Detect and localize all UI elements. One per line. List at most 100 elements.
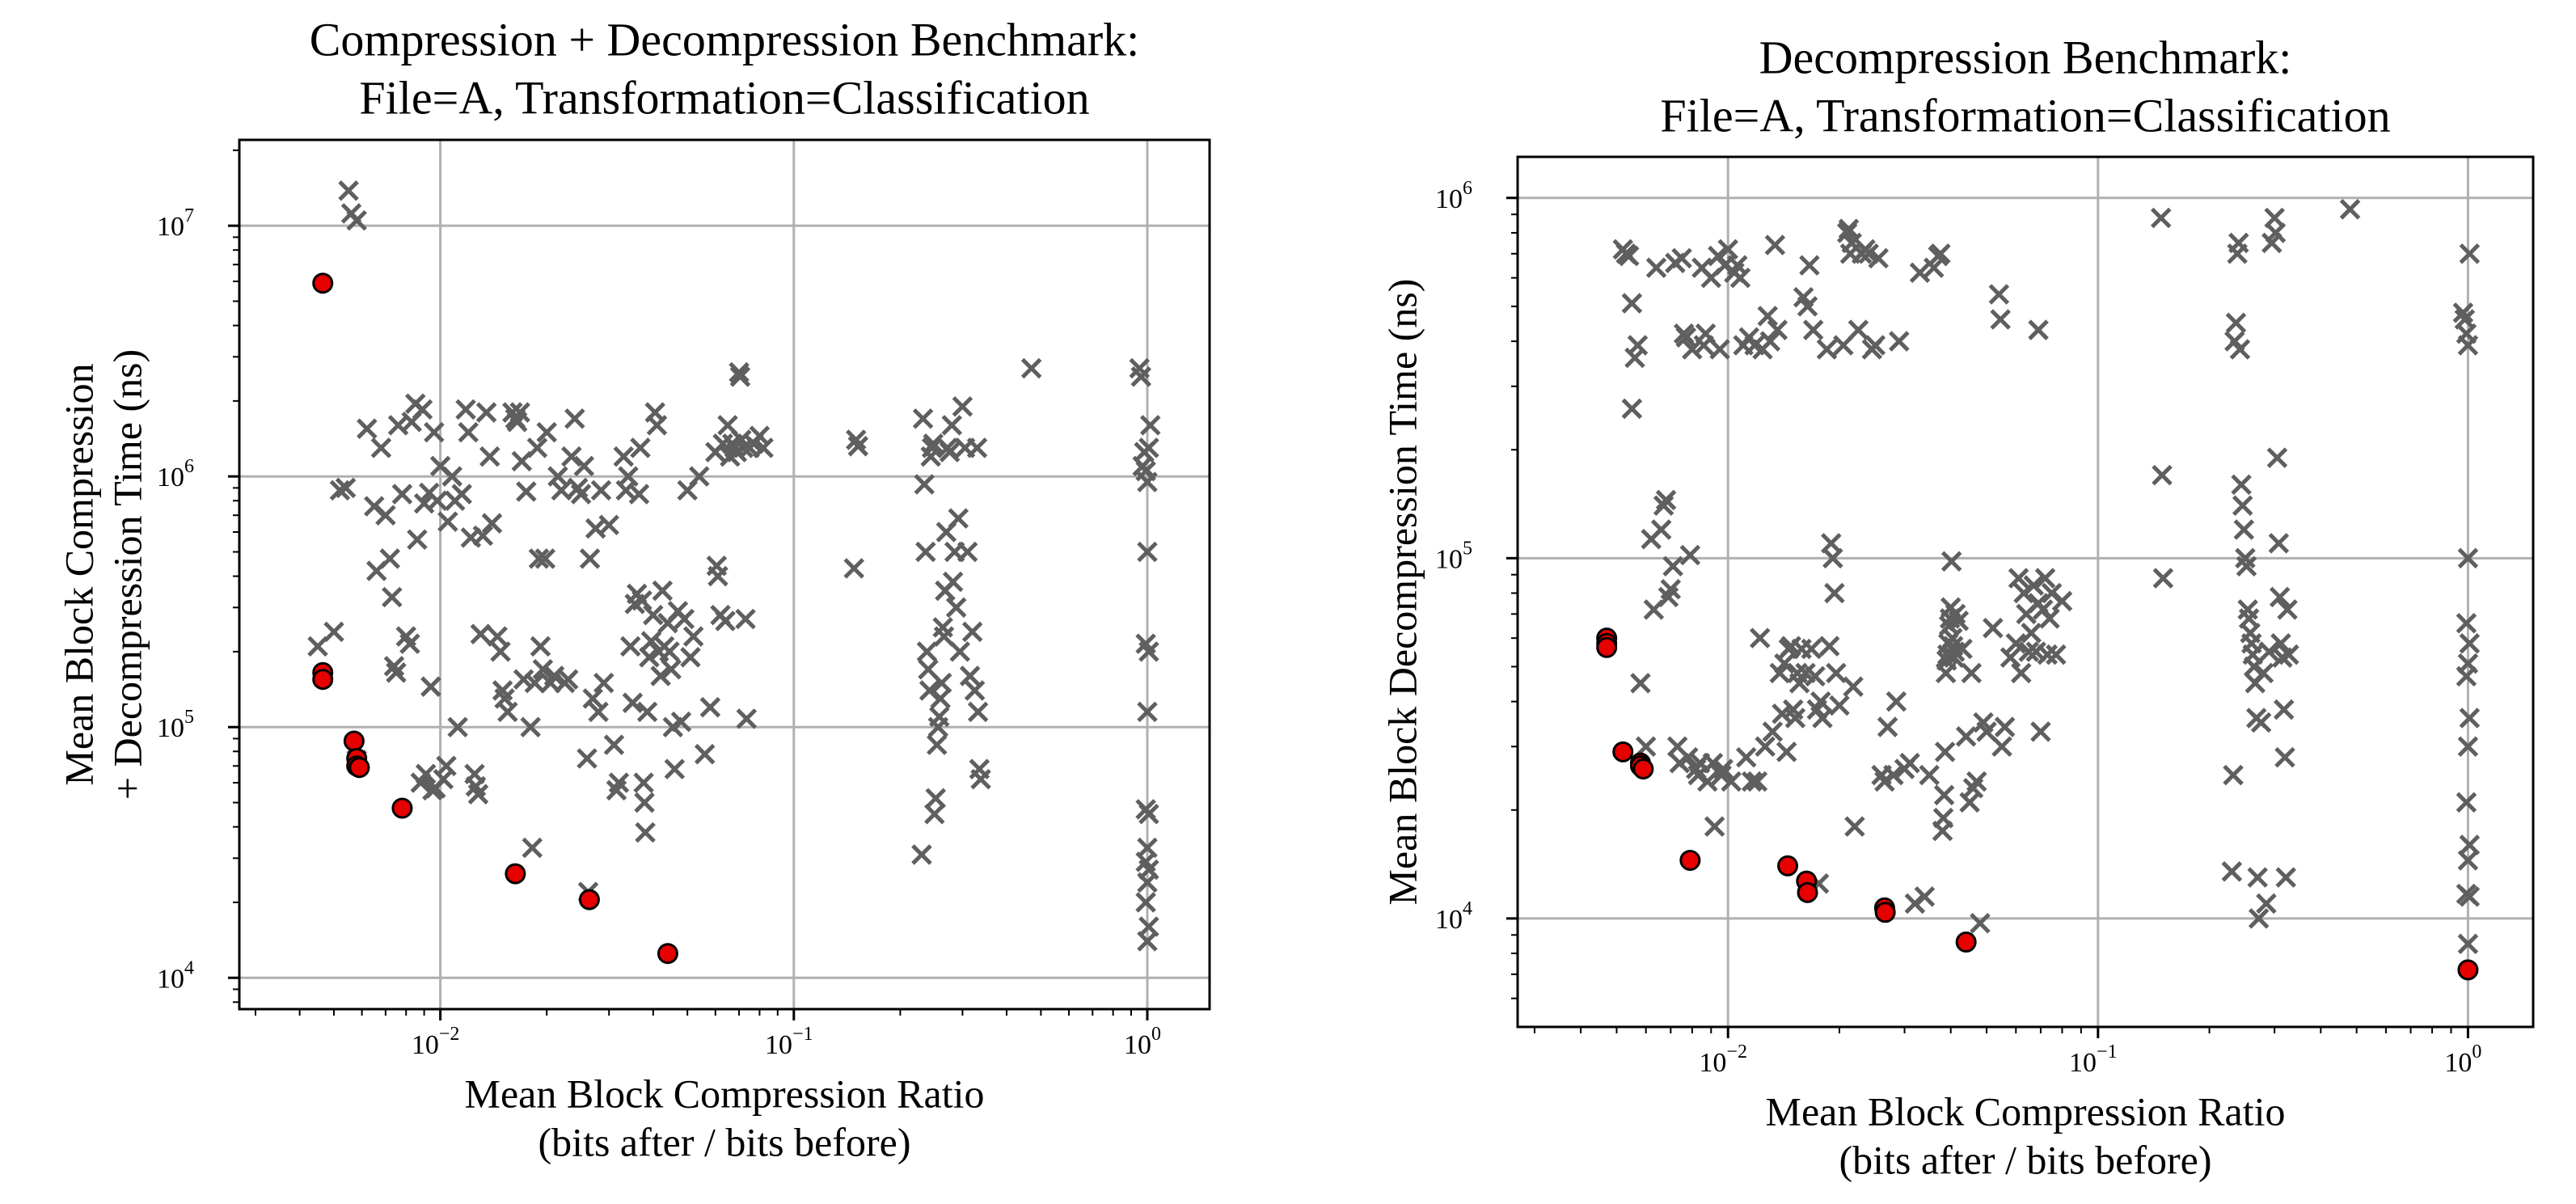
x-marker-point <box>2030 721 2051 742</box>
x-marker-point <box>2250 712 2272 733</box>
x-marker-point <box>1802 319 1824 340</box>
x-marker-point <box>2256 893 2277 915</box>
pareto-series <box>1596 627 2479 981</box>
x-marker-point <box>1909 262 1931 284</box>
x-axis-label-line: Mean Block Compression Ratio <box>465 1071 985 1116</box>
x-marker-point <box>526 437 548 458</box>
x-marker-point <box>2248 908 2270 929</box>
y-axis-label-line: Mean Block Decompression Time (ns) <box>1379 279 1425 906</box>
x-marker-point <box>2258 641 2280 662</box>
x-marker-point <box>391 484 413 505</box>
x-marker-point <box>1810 691 1831 712</box>
x-tick-label: 100 <box>1124 1024 1161 1060</box>
x-marker-point <box>593 672 614 694</box>
x-marker-point <box>1994 716 2016 737</box>
x-marker-point <box>939 441 961 463</box>
x-marker-point <box>1138 641 1159 662</box>
x-marker-point <box>2247 867 2268 888</box>
x-marker-point <box>570 484 592 505</box>
x-marker-point <box>728 361 750 383</box>
y-tick-label: 107 <box>157 205 194 242</box>
x-marker-point <box>682 626 704 647</box>
x-marker-point <box>1829 695 1850 716</box>
x-marker-point <box>1759 331 1781 352</box>
x-marker-point <box>1883 764 1904 786</box>
x-marker-point <box>573 455 595 477</box>
x-marker-point <box>1930 243 1951 264</box>
x-marker-point <box>522 837 543 859</box>
pareto-point <box>348 757 370 779</box>
x-marker-point <box>2278 644 2299 665</box>
decompression-panel: 10−2 10−1 100 104 105 106 Decompression Benchm… <box>1379 31 2535 1182</box>
x-marker-point <box>357 418 378 439</box>
x-marker-point <box>1940 551 1962 572</box>
y-tick-label: 106 <box>157 456 194 492</box>
compression-decompression-panel: 10−2 10−1 100 104 105 106 107 Compression + Dec… <box>56 13 1211 1164</box>
x-marker-point <box>2000 647 2021 668</box>
x-marker-point <box>1135 892 1156 913</box>
x-marker-point <box>588 701 609 723</box>
pareto-point <box>343 730 365 752</box>
x-marker-point <box>927 734 948 755</box>
x-marker-point <box>2456 665 2477 687</box>
x-marker-point <box>590 479 612 501</box>
x-marker-point <box>470 623 492 644</box>
x-marker-point <box>1818 636 1840 657</box>
x-marker-point <box>652 580 674 602</box>
x-marker-point <box>843 558 865 579</box>
x-marker-point <box>2229 339 2251 360</box>
pareto-point <box>1874 902 1896 923</box>
x-marker-point <box>1889 331 1910 352</box>
y-tick-label: 105 <box>157 707 194 743</box>
x-marker-point <box>914 474 935 495</box>
chart-title-line: Decompression Benchmark: <box>1759 31 2292 83</box>
x-marker-point <box>2233 519 2255 540</box>
x-marker-point <box>1621 293 1643 314</box>
x-marker-point <box>1919 764 1940 786</box>
x-marker-point <box>1816 339 1838 360</box>
x-marker-point <box>1130 366 1152 387</box>
x-tick-label: 10−1 <box>765 1024 813 1060</box>
y-tick-label: 106 <box>1435 178 1472 214</box>
x-marker-point <box>1767 319 1788 340</box>
x-marker-point <box>582 688 603 709</box>
x-marker-point <box>520 716 541 737</box>
axes-frame <box>238 138 1211 1011</box>
x-marker-point <box>1961 662 1983 684</box>
x-marker-point <box>2243 656 2265 678</box>
x-marker-point <box>2037 644 2059 665</box>
x-marker-point <box>2459 886 2481 907</box>
x-marker-point <box>1717 239 1738 260</box>
x-marker-point <box>472 525 494 547</box>
pareto-point <box>312 272 334 294</box>
x-marker-point <box>1627 335 1649 356</box>
x-marker-point <box>2456 792 2477 813</box>
x-marker-point <box>2268 533 2290 554</box>
x-marker-point <box>2459 243 2481 264</box>
x-tick-label: 10−2 <box>412 1024 460 1060</box>
x-marker-point <box>1784 708 1806 729</box>
x-marker-point <box>1797 296 1818 317</box>
pareto-point <box>1679 849 1701 871</box>
pareto-point <box>391 797 413 819</box>
x-marker-point <box>455 399 476 420</box>
x-marker-point <box>1812 708 1833 729</box>
x-marker-point <box>1757 306 1779 327</box>
y-tick-label: 105 <box>1435 538 1472 574</box>
x-marker-point <box>536 421 557 443</box>
x-marker-point <box>753 437 774 458</box>
x-marker-point <box>1621 398 1643 420</box>
x-marker-point <box>1678 746 1699 768</box>
x-marker-point <box>630 437 651 458</box>
chart-title-line: File=A, Transformation=Classification <box>359 71 1089 124</box>
x-marker-point <box>2018 641 2039 662</box>
x-marker-point <box>2150 207 2172 229</box>
x-marker-point <box>2277 599 2298 620</box>
x-marker-point <box>643 604 664 626</box>
x-marker-point <box>579 548 601 569</box>
x-marker-point <box>1702 752 1724 774</box>
x-tick-label: 100 <box>2444 1041 2481 1078</box>
pareto-point <box>1632 758 1654 779</box>
x-marker-point <box>661 659 682 680</box>
